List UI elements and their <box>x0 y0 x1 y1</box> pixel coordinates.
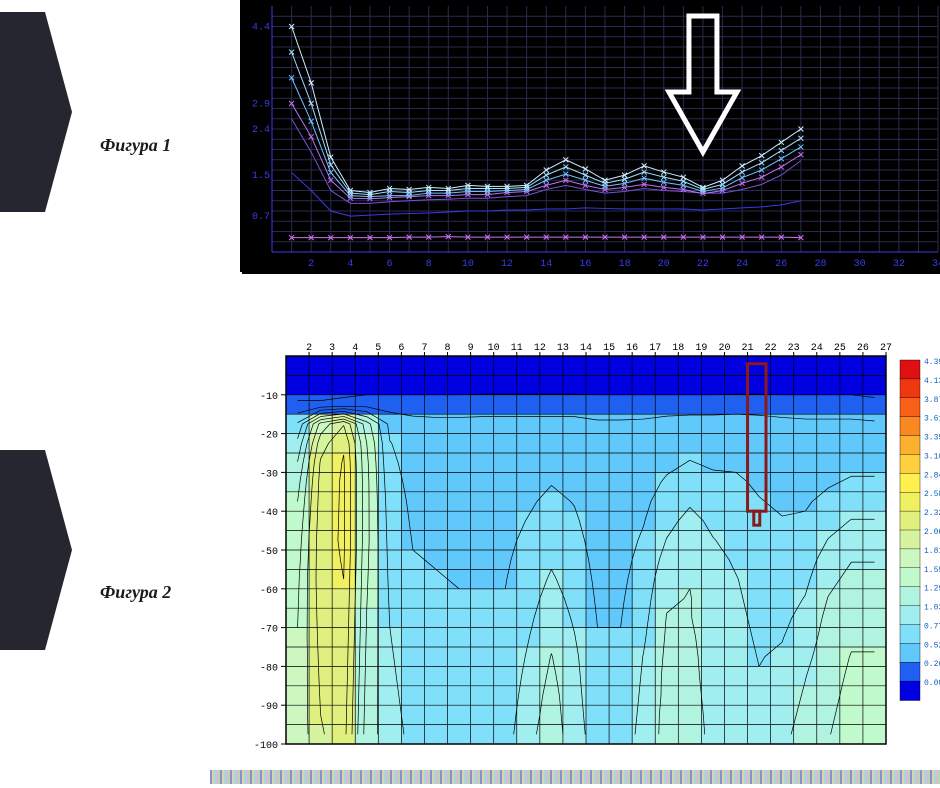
svg-text:4: 4 <box>347 259 353 270</box>
svg-text:10: 10 <box>462 259 474 270</box>
svg-text:-30: -30 <box>260 469 278 480</box>
decorative-noise-strip <box>210 770 940 784</box>
svg-text:0.7: 0.7 <box>252 212 270 223</box>
svg-text:20: 20 <box>658 259 670 270</box>
svg-text:-60: -60 <box>260 586 278 597</box>
section-arrow-2 <box>0 450 72 650</box>
svg-text:32: 32 <box>893 259 905 270</box>
svg-text:1.29: 1.29 <box>924 585 940 594</box>
svg-text:18: 18 <box>619 259 631 270</box>
svg-text:30: 30 <box>854 259 866 270</box>
svg-text:1.55: 1.55 <box>924 566 940 575</box>
svg-text:16: 16 <box>579 259 591 270</box>
figure-2-label: Фигура 2 <box>100 582 171 603</box>
svg-text:4.4: 4.4 <box>252 23 270 34</box>
svg-text:3.35: 3.35 <box>924 434 940 443</box>
svg-text:1.81: 1.81 <box>924 547 940 556</box>
svg-text:0.52: 0.52 <box>924 641 940 650</box>
svg-text:2.4: 2.4 <box>252 125 270 136</box>
svg-text:0.77: 0.77 <box>924 622 940 631</box>
svg-text:12: 12 <box>501 259 513 270</box>
svg-text:2.58: 2.58 <box>924 490 940 499</box>
svg-text:28: 28 <box>814 259 826 270</box>
chart-2-heatmap: 2345678910111213141516171819202122232425… <box>240 330 940 750</box>
svg-text:-80: -80 <box>260 663 278 674</box>
svg-text:8: 8 <box>426 259 432 270</box>
svg-text:-20: -20 <box>260 431 278 442</box>
svg-text:-70: -70 <box>260 625 278 636</box>
svg-text:2: 2 <box>308 259 314 270</box>
svg-text:0.00: 0.00 <box>924 679 940 688</box>
chart-1-line: 2468101214161820222426283032340.71.52.42… <box>240 0 940 272</box>
svg-text:24: 24 <box>736 259 748 270</box>
svg-text:-100: -100 <box>254 741 278 750</box>
svg-text:3.87: 3.87 <box>924 396 940 405</box>
svg-text:-90: -90 <box>260 702 278 713</box>
svg-text:22: 22 <box>697 259 709 270</box>
figure-1-label: Фигура 1 <box>100 135 171 156</box>
svg-text:4.39: 4.39 <box>924 358 940 367</box>
svg-text:4.13: 4.13 <box>924 377 940 386</box>
svg-text:2.84: 2.84 <box>924 471 940 480</box>
svg-text:0.26: 0.26 <box>924 660 940 669</box>
svg-text:1.5: 1.5 <box>252 171 270 182</box>
svg-text:-50: -50 <box>260 547 278 558</box>
svg-text:26: 26 <box>775 259 787 270</box>
svg-text:-40: -40 <box>260 508 278 519</box>
svg-text:2.06: 2.06 <box>924 528 940 537</box>
svg-text:3.61: 3.61 <box>924 415 940 424</box>
svg-text:6: 6 <box>387 259 393 270</box>
svg-text:1.03: 1.03 <box>924 604 940 613</box>
svg-text:-10: -10 <box>260 392 278 403</box>
svg-text:3.10: 3.10 <box>924 452 940 461</box>
svg-text:14: 14 <box>540 259 552 270</box>
svg-text:34: 34 <box>932 259 940 270</box>
section-arrow-1 <box>0 12 72 212</box>
svg-text:2.32: 2.32 <box>924 509 940 518</box>
svg-text:2.9: 2.9 <box>252 99 270 110</box>
